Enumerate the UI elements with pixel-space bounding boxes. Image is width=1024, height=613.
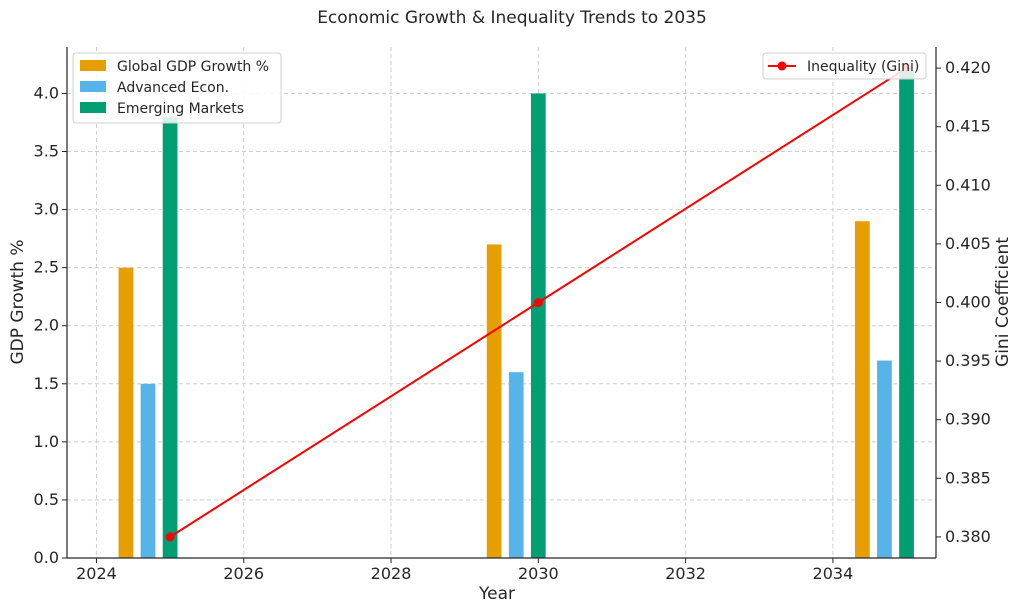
bar-emerging-markets: [530, 93, 546, 559]
y-right-tick-label: 0.395: [945, 351, 991, 370]
y-left-tick-label: 1.0: [34, 432, 59, 451]
axes-layer: 2024 2026 2028 2030 2032 2034 0.0 0.5 1.0 1.5 2.0 2…: [34, 47, 991, 583]
y-left-tick-label: 3.0: [34, 200, 59, 219]
y-left-tick-label: 0.0: [34, 548, 59, 567]
y-right-tick-label: 0.390: [945, 410, 991, 429]
x-tick-label: 2032: [665, 564, 706, 583]
legend-bars-frame: [72, 52, 282, 124]
legend-label: Emerging Markets: [117, 101, 244, 117]
bar-advanced-econ: [508, 372, 524, 558]
x-tick-label: 2024: [76, 564, 117, 583]
y-right-tick-label: 0.410: [945, 175, 991, 194]
bars-layer: [118, 70, 914, 559]
y-left-tick-label: 4.0: [34, 83, 59, 102]
y-right-tick-label: 0.420: [945, 58, 991, 77]
bar-advanced-econ: [877, 360, 892, 558]
x-tick-label: 2026: [223, 564, 264, 583]
x-axis-title: Year: [478, 584, 515, 604]
y-left-tick-label: 3.5: [34, 142, 59, 161]
y-left-tick-label: 2.5: [34, 258, 59, 277]
legend-bars: Global GDP Growth % Advanced Econ. Emergin…: [72, 52, 282, 124]
legend-label: Advanced Econ.: [117, 80, 229, 96]
legend-swatch: [80, 60, 106, 71]
y-right-tick-label: 0.405: [945, 234, 991, 253]
legend-label: Global GDP Growth %: [117, 59, 269, 75]
legend-swatch: [80, 102, 106, 113]
bar-global-gdp-growth: [854, 221, 870, 559]
gini-point: [533, 298, 543, 307]
x-tick-label: 2034: [813, 564, 854, 583]
x-tick-label: 2028: [371, 564, 412, 583]
bar-advanced-econ: [140, 383, 156, 558]
x-tick-label: 2030: [518, 564, 559, 583]
y-left-tick-label: 1.5: [34, 374, 59, 393]
legend-line: Inequality (Gini): [762, 52, 927, 80]
legend-label: Inequality (Gini): [807, 59, 919, 75]
y-right-tick-label: 0.380: [945, 527, 991, 546]
y-right-tick-label: 0.415: [945, 117, 991, 136]
gini-point: [165, 532, 175, 542]
legend-line-frame: [762, 52, 927, 80]
y-left-tick-label: 2.0: [34, 316, 59, 335]
y-right-tick-label: 0.400: [945, 293, 991, 312]
bar-emerging-markets: [899, 70, 914, 559]
y-right-tick-label: 0.385: [945, 468, 991, 487]
legend-swatch: [80, 81, 106, 92]
bar-emerging-markets: [162, 116, 178, 558]
bar-global-gdp-growth: [486, 244, 502, 558]
y-axis-left-title: GDP Growth %: [8, 239, 28, 364]
y-left-tick-label: 0.5: [34, 490, 59, 509]
bar-global-gdp-growth: [118, 267, 134, 558]
chart-title: Economic Growth & Inequality Trends to 2…: [317, 8, 707, 28]
y-axis-right-title: Gini Coefficient: [993, 237, 1013, 367]
legend-line-marker: [777, 61, 787, 71]
